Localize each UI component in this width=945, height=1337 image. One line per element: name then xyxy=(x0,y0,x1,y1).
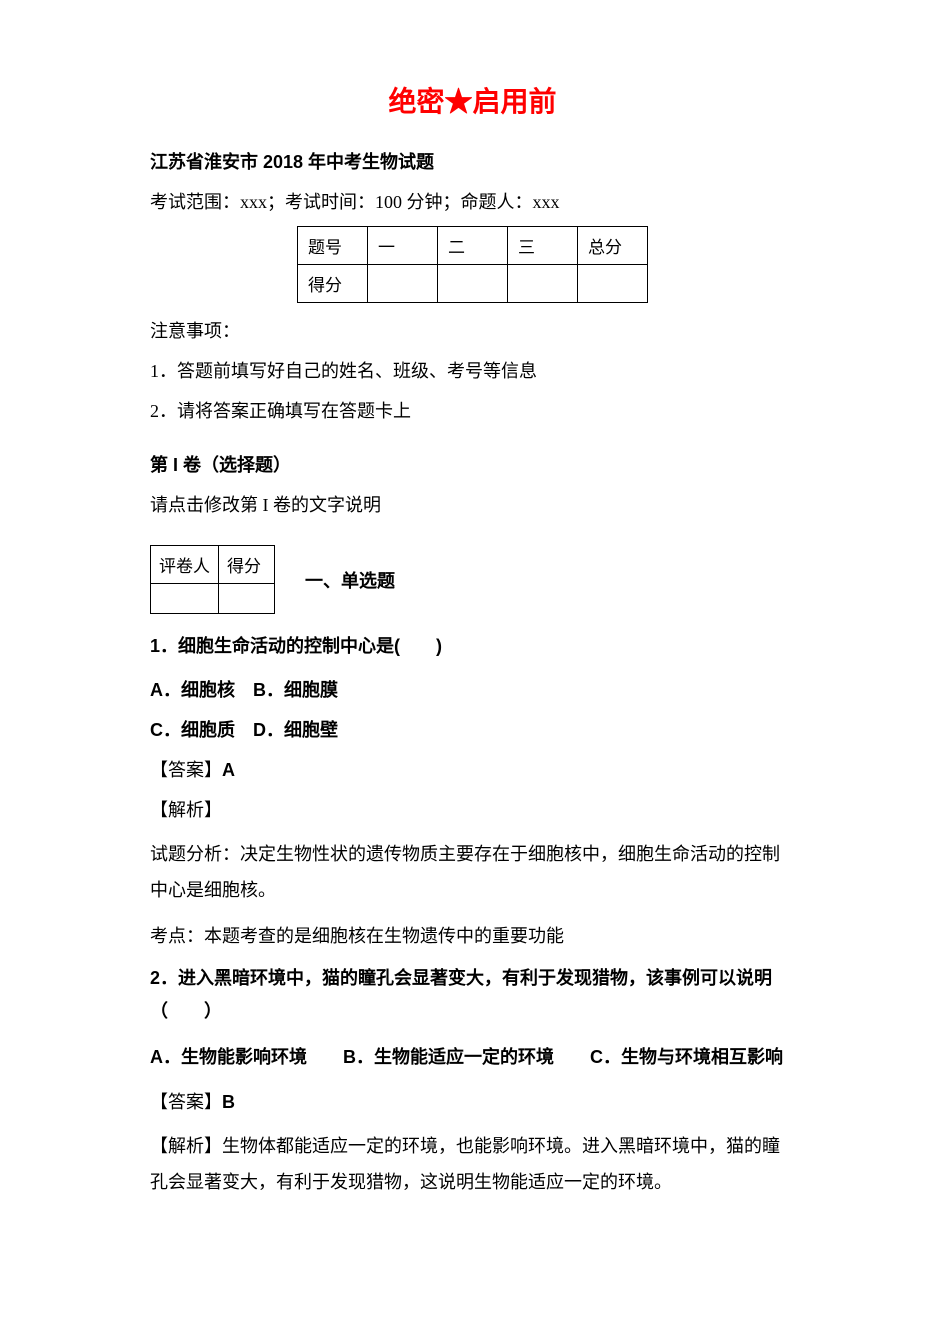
score-cell-3 xyxy=(508,265,578,303)
confidential-header: 绝密★启用前 xyxy=(150,80,795,120)
grader-table: 评卷人 得分 xyxy=(150,545,275,614)
score-cell-2 xyxy=(438,265,508,303)
notice-item-2: 2．请将答案正确填写在答题卡上 xyxy=(150,397,795,423)
score-cell-1 xyxy=(368,265,438,303)
q2-analysis-text: 生物体都能适应一定的环境，也能影响环境。进入黑暗环境中，猫的瞳孔会显著变大，有利… xyxy=(150,1136,780,1192)
grader-header-person: 评卷人 xyxy=(151,546,219,584)
q2-analysis-label: 【解析】 xyxy=(150,1136,222,1156)
score-table: 题号 一 二 三 总分 得分 xyxy=(297,226,648,303)
section-1-title: 第 I 卷（选择题） xyxy=(150,451,795,477)
grader-header-score: 得分 xyxy=(219,546,275,584)
q1-kaodian: 考点：本题考查的是细胞核在生物遗传中的重要功能 xyxy=(150,922,795,948)
notice-item-1: 1．答题前填写好自己的姓名、班级、考号等信息 xyxy=(150,357,795,383)
q1-answer: 【答案】A xyxy=(150,756,795,782)
score-cell-total xyxy=(578,265,648,303)
score-header-num: 题号 xyxy=(298,227,368,265)
q2-answer-label: 【答案】 xyxy=(150,1092,222,1112)
q1-options-row1: A．细胞核 B．细胞膜 xyxy=(150,676,795,702)
q2-text: 2．进入黑暗环境中，猫的瞳孔会显著变大，有利于发现猎物，该事例可以说明（ ） xyxy=(150,962,795,1027)
grader-cell-person xyxy=(151,584,219,614)
q2-answer: 【答案】B xyxy=(150,1088,795,1114)
q1-options-row2: C．细胞质 D．细胞壁 xyxy=(150,716,795,742)
grader-row: 评卷人 得分 一、单选题 xyxy=(150,545,795,614)
notice-title: 注意事项： xyxy=(150,317,795,343)
q2-analysis: 【解析】生物体都能适应一定的环境，也能影响环境。进入黑暗环境中，猫的瞳孔会显著变… xyxy=(150,1128,795,1200)
score-row-label: 得分 xyxy=(298,265,368,303)
exam-title: 江苏省淮安市 2018 年中考生物试题 xyxy=(150,148,795,174)
q2-options: A．生物能影响环境 B．生物能适应一定的环境 C．生物与环境相互影响 xyxy=(150,1041,795,1073)
question-type-label: 一、单选题 xyxy=(305,567,395,593)
q1-analysis-text: 试题分析：决定生物性状的遗传物质主要存在于细胞核中，细胞生命活动的控制中心是细胞… xyxy=(150,836,795,908)
score-header-3: 三 xyxy=(508,227,578,265)
exam-info: 考试范围：xxx；考试时间：100 分钟；命题人：xxx xyxy=(150,188,795,214)
q1-text: 1．细胞生命活动的控制中心是( ) xyxy=(150,630,795,662)
section-1-desc: 请点击修改第 I 卷的文字说明 xyxy=(150,491,795,517)
q1-answer-value: A xyxy=(222,760,235,780)
score-header-1: 一 xyxy=(368,227,438,265)
score-header-2: 二 xyxy=(438,227,508,265)
score-header-total: 总分 xyxy=(578,227,648,265)
q2-answer-value: B xyxy=(222,1092,235,1112)
grader-cell-score xyxy=(219,584,275,614)
q1-analysis-label: 【解析】 xyxy=(150,796,795,822)
q1-answer-label: 【答案】 xyxy=(150,760,222,780)
